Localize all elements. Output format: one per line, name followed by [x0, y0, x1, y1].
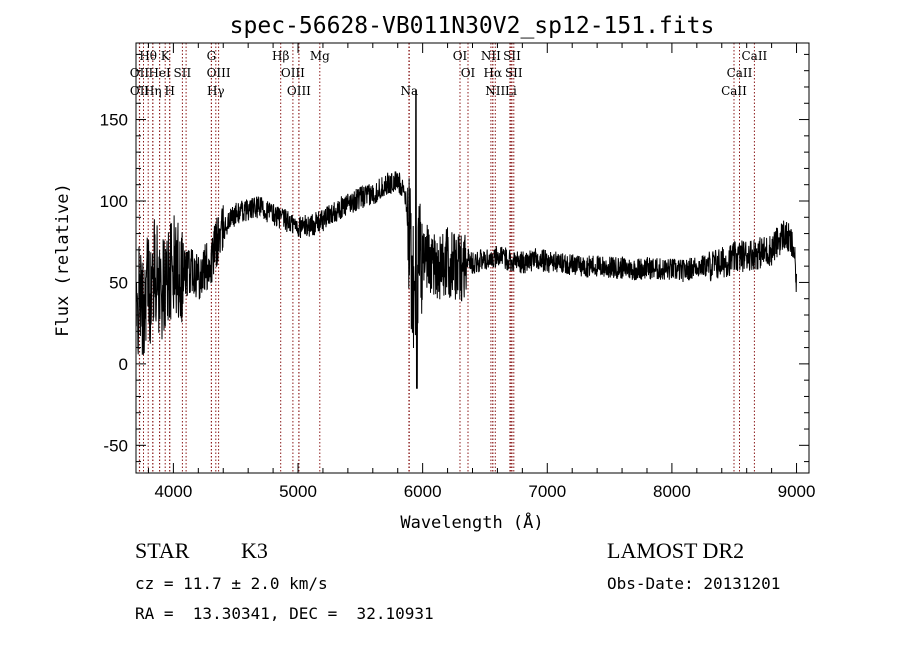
object-class: STAR: [135, 538, 190, 563]
x-axis-label: Wavelength (Å): [400, 511, 543, 533]
spectral-line-label: HeI: [148, 66, 171, 80]
spectral-line-label: OIII: [287, 84, 311, 98]
spectral-line-label: OI: [453, 49, 468, 63]
spectral-line-label: G: [207, 49, 217, 63]
spectral-line-label: Hβ: [272, 49, 289, 63]
y-axis-label: Flux (relative): [53, 183, 73, 337]
spectral-line-label: K: [161, 49, 171, 63]
spectral-line-label: OIII: [281, 66, 305, 80]
spectral-line-label: NII: [485, 84, 505, 98]
spectral-line-label: H: [164, 84, 174, 98]
spectral-line-label: Li: [505, 84, 517, 98]
x-axis-ticks: 4000 5000 6000 7000 8000 9000: [147, 43, 816, 501]
x-tick-label: 4000: [154, 482, 192, 501]
spectral-line-label: SII: [503, 49, 521, 63]
spectral-line-label: NII: [481, 49, 501, 63]
spectral-line-label: CaII: [727, 66, 753, 80]
x-tick-label: 8000: [653, 482, 691, 501]
coordinates-text: RA = 13.30341, DEC = 32.10931: [135, 604, 434, 623]
object-subclass: K3: [241, 538, 268, 563]
spectral-line-label: OIII: [207, 66, 231, 80]
spectrum-layer: [135, 89, 797, 389]
spectral-line-label: SII: [505, 66, 523, 80]
y-tick-label: 150: [100, 111, 128, 130]
spectral-line-label: Hη: [144, 84, 162, 98]
spectral-line-label: Hθ: [139, 49, 157, 63]
y-tick-label: 50: [109, 273, 128, 292]
spectral-line-label: Hα: [484, 66, 503, 80]
redshift-text: cz = 11.7 ± 2.0 km/s: [135, 574, 328, 593]
spectral-line-label: Na: [400, 84, 418, 98]
x-tick-label: 7000: [528, 482, 566, 501]
y-tick-label: -50: [103, 436, 128, 455]
y-tick-label: 0: [119, 355, 128, 374]
spectral-line-label: CaII: [721, 84, 747, 98]
spectral-line-label: OI: [461, 66, 476, 80]
spectral-line-label: OII: [130, 84, 150, 98]
spectral-line-label: Hγ: [207, 84, 225, 98]
chart-title: spec-56628-VB011N30V2_sp12-151.fits: [230, 13, 715, 39]
survey-name: LAMOST DR2: [607, 538, 745, 563]
x-tick-label: 6000: [404, 482, 442, 501]
obs-date-text: Obs-Date: 20131201: [607, 574, 781, 593]
spectral-line-label: CaII: [741, 49, 767, 63]
spectral-line-label: OII: [130, 66, 150, 80]
spectral-line-label: SII: [174, 66, 192, 80]
x-tick-label: 9000: [778, 482, 816, 501]
y-tick-label: 100: [100, 192, 128, 211]
spectrum-line: [135, 89, 797, 389]
x-tick-label: 5000: [279, 482, 317, 501]
y-axis-ticks: -50 0 50 100 150: [100, 53, 809, 463]
spectral-line-label: Mg: [310, 49, 330, 63]
